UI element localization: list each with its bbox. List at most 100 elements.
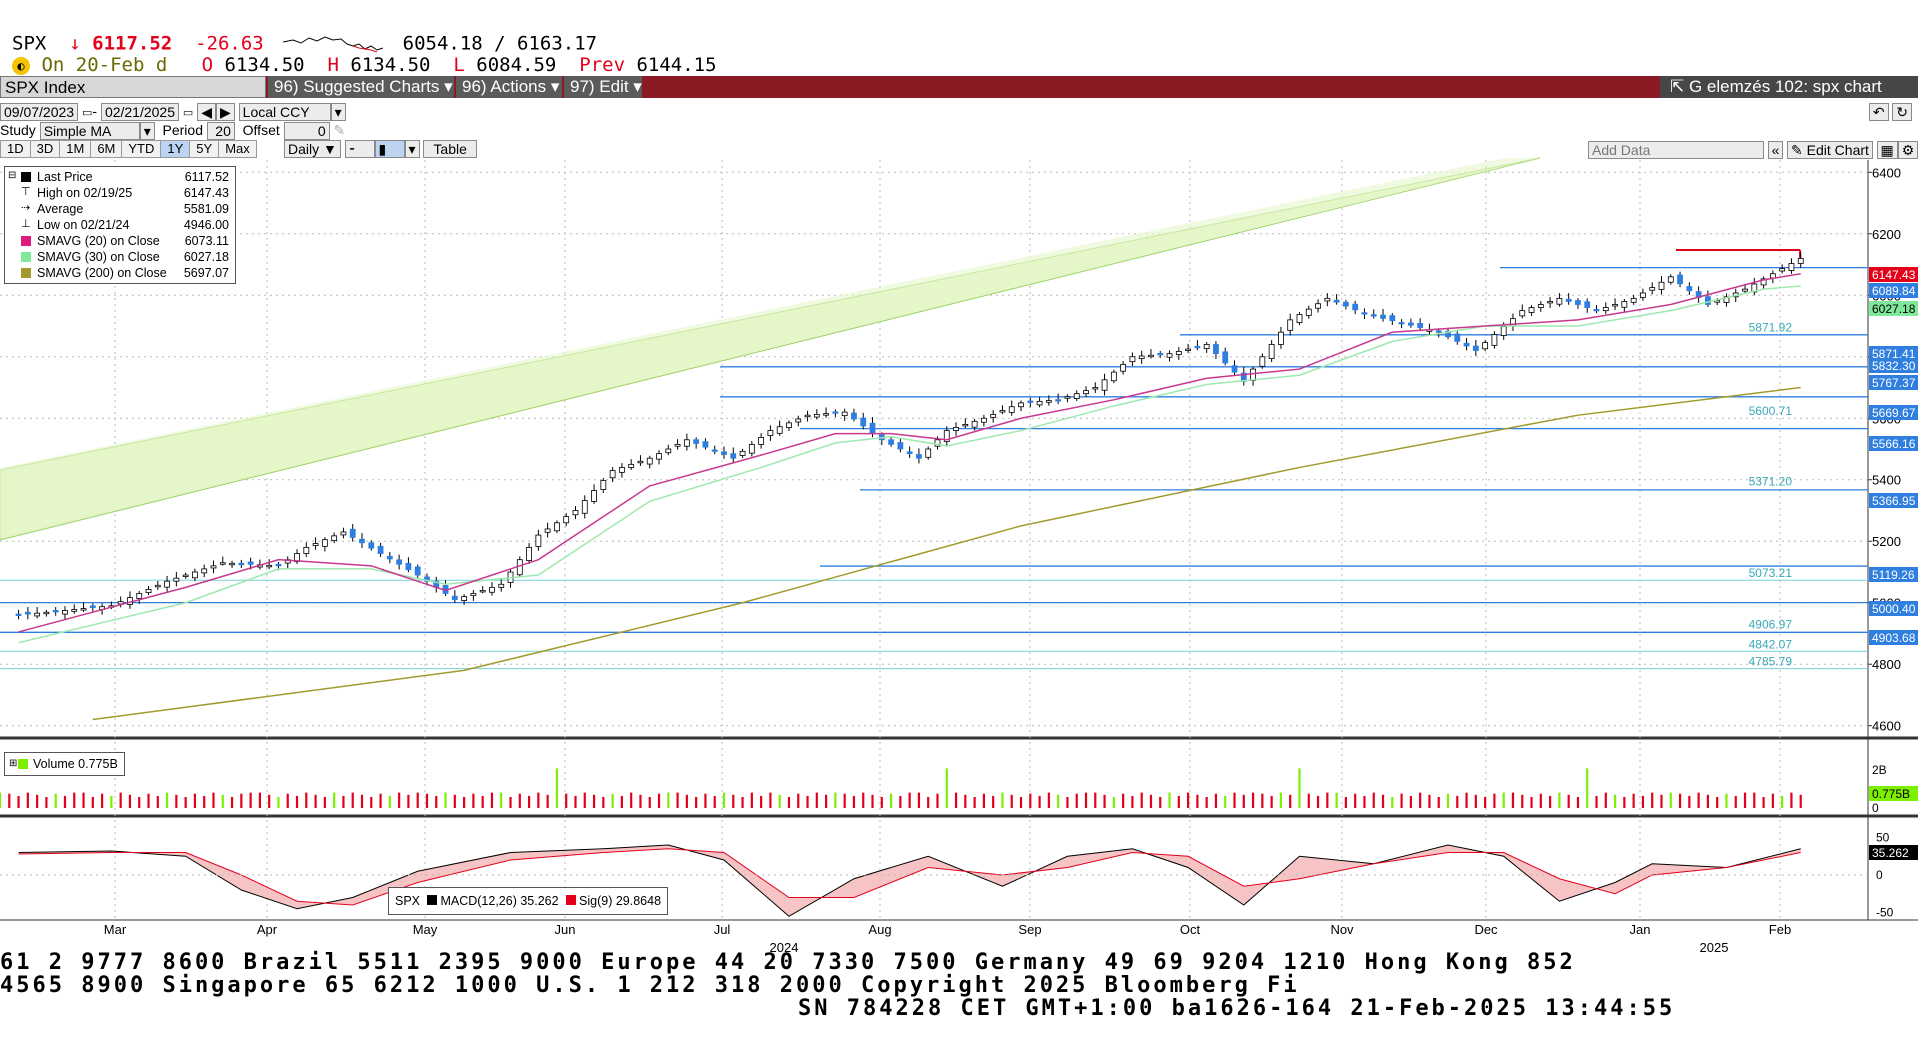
candle-body bbox=[1742, 288, 1748, 292]
calendar-icon[interactable]: ▭ bbox=[81, 107, 93, 119]
y-tick-label: 5200 bbox=[1872, 534, 1901, 549]
candle-body bbox=[999, 410, 1006, 413]
candle-body bbox=[1482, 342, 1489, 350]
price-tag bbox=[1869, 493, 1918, 508]
refresh-icon[interactable]: ↻ bbox=[1892, 103, 1912, 121]
candle-body bbox=[656, 453, 662, 460]
candle-body bbox=[1658, 281, 1665, 290]
candle-body bbox=[1612, 304, 1618, 307]
candle-body bbox=[962, 424, 969, 427]
candle-body bbox=[823, 413, 830, 416]
legend-label: Low on 02/21/24 bbox=[37, 218, 130, 232]
offset-field[interactable]: 0 bbox=[283, 122, 330, 140]
chevron-down-icon[interactable]: ▾ bbox=[139, 122, 155, 140]
candle-body bbox=[600, 480, 607, 490]
candle-body bbox=[748, 443, 755, 454]
range-1y-button[interactable]: 1Y bbox=[160, 140, 191, 158]
macd-swatch bbox=[426, 895, 437, 905]
volume-legend-text: Volume 0.775B bbox=[33, 757, 118, 771]
y-tick-label: 4800 bbox=[1872, 657, 1901, 672]
candle-body bbox=[1148, 354, 1154, 358]
legend-swatch bbox=[21, 268, 31, 278]
candle-body bbox=[340, 531, 347, 536]
collapse-icon[interactable]: « bbox=[1767, 141, 1784, 159]
price-tag-label: 5119.26 bbox=[1872, 568, 1915, 582]
edit-chart-button[interactable]: ✎ Edit Chart bbox=[1787, 141, 1873, 159]
start-date-field[interactable]: 09/07/2023 bbox=[0, 103, 79, 121]
range-ytd-button[interactable]: YTD bbox=[121, 140, 162, 158]
candle-body bbox=[1686, 286, 1693, 292]
pencil-icon[interactable]: ✎ bbox=[333, 122, 346, 138]
candle-body bbox=[1342, 301, 1349, 307]
candle-body bbox=[888, 439, 894, 445]
candle-body bbox=[628, 463, 635, 468]
candle-body bbox=[386, 555, 393, 560]
candle-body bbox=[1723, 296, 1730, 303]
currency-select[interactable]: Local CCY bbox=[238, 103, 331, 121]
grid-icon[interactable]: ▦ bbox=[1876, 141, 1898, 159]
chevron-down-icon[interactable]: ▾ bbox=[330, 103, 346, 121]
legend-row: Last Price 6117.52 bbox=[5, 169, 235, 185]
end-date-field[interactable]: 02/21/2025 bbox=[100, 103, 180, 121]
undo-icon[interactable]: ↶ bbox=[1868, 103, 1889, 121]
calendar-icon[interactable]: ▭ bbox=[182, 107, 194, 119]
macd-tag-label: 35.262 bbox=[1872, 846, 1909, 860]
pencil-icon: ✎ bbox=[1791, 142, 1803, 158]
range-1d-button[interactable]: 1D bbox=[0, 140, 31, 158]
period-field[interactable]: 20 bbox=[206, 122, 235, 140]
candle-body bbox=[1231, 365, 1238, 373]
volume-legend: ⊞ Volume 0.775B bbox=[4, 752, 125, 776]
actions-menu[interactable]: 96) Actions ▾ bbox=[456, 76, 562, 98]
next-period-button[interactable]: ▶ bbox=[215, 103, 235, 121]
study-select[interactable]: Simple MA bbox=[39, 122, 140, 140]
x-tick-label: Jun bbox=[555, 922, 576, 937]
candle-body bbox=[1213, 344, 1219, 355]
price-tag bbox=[1869, 405, 1918, 420]
chevron-down-icon[interactable]: ▾ bbox=[404, 140, 420, 158]
collapse-icon[interactable]: ⊟ bbox=[8, 170, 17, 181]
candle-body bbox=[544, 528, 551, 533]
legend-row: SMAVG (200) on Close 5697.07 bbox=[5, 265, 235, 281]
candle-body bbox=[1352, 303, 1359, 311]
line-chart-icon[interactable]: ⁃ bbox=[344, 140, 375, 158]
table-button[interactable]: Table bbox=[423, 140, 478, 158]
macd-line bbox=[18, 844, 1801, 917]
nav-buttons: ↶ ↻ bbox=[1868, 103, 1912, 121]
sma200-line bbox=[92, 386, 1801, 721]
open-value: 6134.50 bbox=[224, 54, 305, 76]
candle-body bbox=[1630, 297, 1637, 303]
prev-period-button[interactable]: ◀ bbox=[197, 103, 216, 121]
frequency-select[interactable]: Daily ▼ bbox=[284, 140, 341, 158]
candle-body bbox=[1584, 301, 1591, 308]
range-max-button[interactable]: Max bbox=[218, 140, 257, 158]
candle-body bbox=[210, 565, 217, 569]
x-tick-label: May bbox=[413, 922, 438, 937]
add-data-field[interactable]: Add Data bbox=[1588, 141, 1764, 159]
suggested-charts-menu[interactable]: 96) Suggested Charts ▾ bbox=[268, 76, 454, 98]
chart-title[interactable]: ⇱ G elemzés 102: spx chart bbox=[1660, 76, 1918, 98]
legend-swatch bbox=[21, 252, 31, 262]
legend-label: SMAVG (200) on Close bbox=[37, 266, 167, 280]
edit-menu[interactable]: 97) Edit ▾ bbox=[564, 76, 642, 98]
range-5y-button[interactable]: 5Y bbox=[189, 140, 220, 158]
security-field[interactable]: SPX Index bbox=[0, 76, 266, 98]
candle-body bbox=[470, 593, 477, 597]
legend-label: High on 02/19/25 bbox=[37, 186, 133, 200]
candle-body bbox=[321, 539, 328, 547]
candle-body bbox=[804, 414, 811, 418]
candle-body bbox=[24, 611, 31, 615]
candle-chart-icon[interactable]: ▮ bbox=[374, 140, 405, 158]
launch-icon[interactable]: ⇱ bbox=[1670, 77, 1685, 96]
candle-body bbox=[683, 439, 690, 447]
candle-body bbox=[349, 528, 356, 538]
range-1m-button[interactable]: 1M bbox=[59, 140, 92, 158]
candle-body bbox=[424, 576, 430, 582]
legend-swatch bbox=[21, 236, 31, 246]
candle-body bbox=[1222, 351, 1229, 364]
expand-icon[interactable]: ⊞ bbox=[9, 758, 18, 769]
price-tag-label: 5767.37 bbox=[1872, 376, 1916, 390]
level-label: 4785.79 bbox=[1749, 655, 1793, 669]
open-label: O bbox=[201, 54, 214, 76]
legend-value: 6027.18 bbox=[183, 250, 229, 264]
